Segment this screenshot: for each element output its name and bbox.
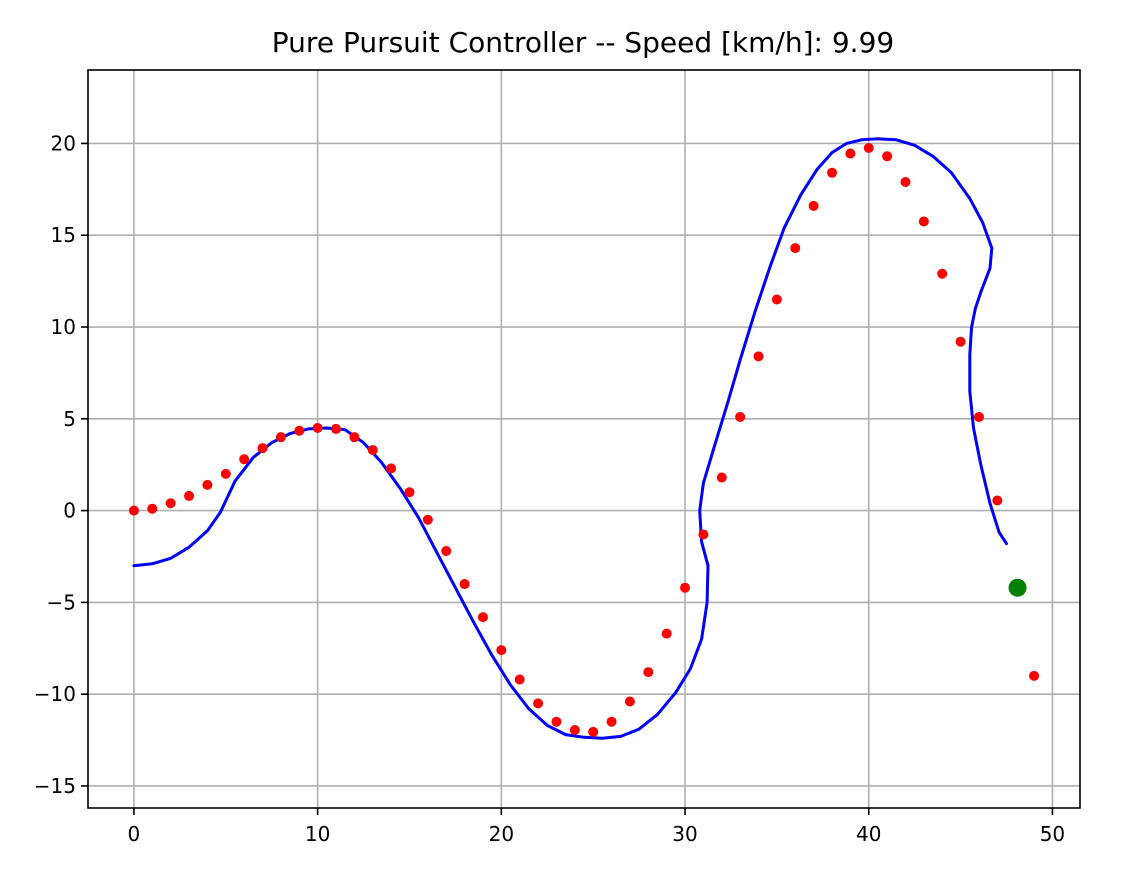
course-point	[147, 503, 158, 514]
course-point	[882, 151, 893, 162]
course-point	[477, 612, 488, 623]
course-point	[992, 495, 1003, 506]
plot-frame	[87, 69, 1081, 809]
course-point	[771, 294, 782, 305]
course-point	[955, 336, 966, 347]
course-point	[863, 143, 874, 154]
x-tick-label: 50	[1040, 822, 1065, 846]
course-point	[588, 726, 599, 737]
course-point	[643, 667, 654, 678]
x-tick-label: 20	[489, 822, 514, 846]
course-point	[1029, 670, 1040, 681]
y-tick-label: 5	[63, 407, 76, 431]
y-tick-label: −15	[34, 774, 76, 798]
course-point	[680, 582, 691, 593]
y-tick-label: −10	[34, 682, 76, 706]
plot-series	[128, 137, 1040, 740]
x-tick-label: 40	[856, 822, 881, 846]
y-tick-label: 10	[51, 315, 76, 339]
course-point	[973, 411, 984, 422]
course-point	[184, 490, 195, 501]
course-point	[514, 674, 525, 685]
grid	[88, 70, 1080, 808]
x-tick-label: 0	[128, 822, 141, 846]
x-tick-label: 10	[305, 822, 330, 846]
course-point	[202, 479, 213, 490]
course-point	[533, 698, 544, 709]
course-point	[349, 432, 360, 443]
course-point	[569, 724, 580, 735]
course-point	[331, 423, 341, 434]
course-point	[367, 445, 378, 456]
course-point	[257, 443, 268, 454]
course-point	[753, 351, 764, 362]
course-point	[827, 167, 837, 178]
course-point	[294, 425, 305, 436]
axis-ticks: 0 10 20 30 40 50 −15 −10 −5 0 5 10 15 20	[34, 131, 1065, 846]
course-point	[239, 454, 250, 465]
course-point	[220, 468, 231, 479]
course-point	[735, 411, 746, 422]
course-point	[918, 216, 929, 227]
course-point	[422, 514, 433, 525]
course-point	[900, 176, 911, 187]
course-point	[312, 422, 323, 433]
y-tick-label: 15	[51, 223, 76, 247]
x-tick-label: 30	[672, 822, 697, 846]
y-tick-label: −5	[47, 590, 76, 614]
course-point	[404, 487, 415, 498]
course-point	[128, 505, 139, 516]
course-point	[496, 645, 507, 656]
course-point	[275, 432, 286, 443]
course-point	[165, 498, 176, 509]
course-point	[808, 200, 819, 211]
course-point	[459, 579, 470, 590]
trajectory-line	[132, 137, 1008, 740]
course-point	[937, 268, 948, 279]
course-point	[790, 243, 801, 254]
course-point	[698, 529, 709, 540]
course-point	[386, 463, 397, 474]
course-point	[716, 472, 727, 483]
course-point	[661, 628, 672, 639]
course-point	[624, 696, 635, 707]
chart-title: Pure Pursuit Controller -- Speed [km/h]:…	[272, 26, 894, 59]
y-tick-label: 0	[63, 499, 76, 523]
course-point	[845, 148, 856, 159]
course-point	[551, 716, 562, 727]
y-tick-label: 20	[51, 131, 76, 155]
course-point	[606, 716, 617, 727]
target-point	[1008, 578, 1027, 597]
course-point	[441, 545, 452, 556]
